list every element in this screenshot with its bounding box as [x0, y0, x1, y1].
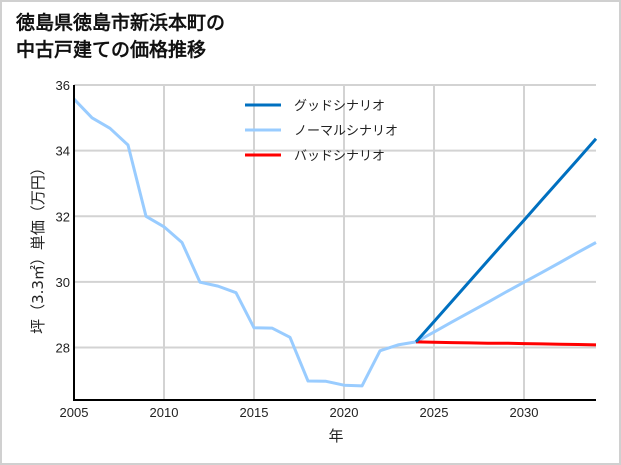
x-tick-label: 2010: [150, 405, 179, 420]
grid-lines: [73, 84, 596, 400]
x-tick-label: 2030: [510, 405, 539, 420]
y-tick-label: 34: [56, 144, 70, 159]
y-tick-label: 30: [56, 275, 70, 290]
y-axis-label: 坪（3.3㎡）単価（万円）: [29, 160, 47, 334]
x-tick-label: 2005: [60, 405, 89, 420]
y-tick-label: 32: [56, 209, 70, 224]
legend-label: バッドシナリオ: [294, 149, 385, 164]
chart-title-line-2: 中古戸建ての価格推移: [16, 39, 207, 61]
x-tick-label: 2020: [330, 405, 359, 420]
legend-label: ノーマルシナリオ: [294, 124, 398, 139]
data-series: [72, 98, 598, 388]
x-axis-label: 年: [328, 427, 343, 445]
y-tick-label: 36: [56, 78, 70, 93]
x-tick-label: 2025: [420, 405, 449, 420]
series-line: [415, 340, 597, 347]
x-tick-label: 2015: [240, 405, 269, 420]
legend-label: グッドシナリオ: [294, 99, 385, 114]
series-line: [414, 137, 598, 343]
series-line: [72, 98, 417, 388]
chart-title: 徳島県徳島市新浜本町の 中古戸建ての価格推移: [16, 10, 225, 64]
y-tick-label: 28: [56, 341, 70, 356]
tick-labels: 2005 2010 2015 2020 2025 2030 28 30 32 34 36: [56, 78, 539, 420]
series-line: [415, 241, 597, 344]
chart-title-line-1: 徳島県徳島市新浜本町の: [16, 12, 226, 34]
axes: [73, 85, 596, 401]
